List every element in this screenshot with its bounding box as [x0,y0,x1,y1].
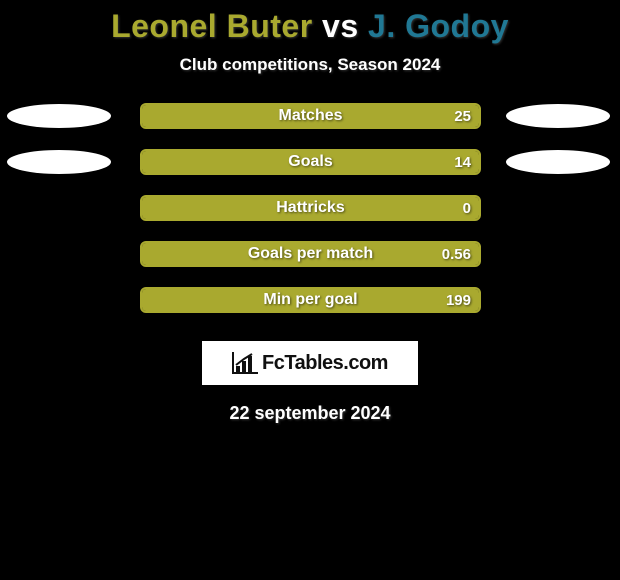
stat-bar-fill [142,243,479,265]
stat-bar: Min per goal 199 [140,287,481,313]
stat-row: Min per goal 199 [0,287,620,313]
subtitle: Club competitions, Season 2024 [0,55,620,75]
player2-marker [506,150,610,174]
stat-row: Goals per match 0.56 [0,241,620,267]
stat-row: Hattricks 0 [0,195,620,221]
stat-row: Matches 25 [0,103,620,129]
player1-name: Leonel Buter [111,8,313,44]
date-text: 22 september 2024 [0,403,620,424]
stat-bar: Matches 25 [140,103,481,129]
bar-chart-icon [232,352,258,374]
title-vs: vs [322,8,359,44]
stat-bar: Goals 14 [140,149,481,175]
stat-bar-fill [142,197,479,219]
player2-marker [506,104,610,128]
logo-text: FcTables.com [262,352,388,375]
player1-marker [7,150,111,174]
stat-row: Goals 14 [0,149,620,175]
logo-box: FcTables.com [202,341,418,385]
stat-bar-fill [142,105,479,127]
page-title: Leonel Buter vs J. Godoy [0,0,620,49]
stat-bar-fill [142,151,479,173]
stat-rows: Matches 25 Goals 14 Hattricks 0 Goals pe… [0,103,620,313]
stat-bar-fill [142,289,479,311]
player2-name: J. Godoy [368,8,509,44]
stat-bar: Hattricks 0 [140,195,481,221]
logo: FcTables.com [232,352,388,375]
stat-bar: Goals per match 0.56 [140,241,481,267]
player1-marker [7,104,111,128]
